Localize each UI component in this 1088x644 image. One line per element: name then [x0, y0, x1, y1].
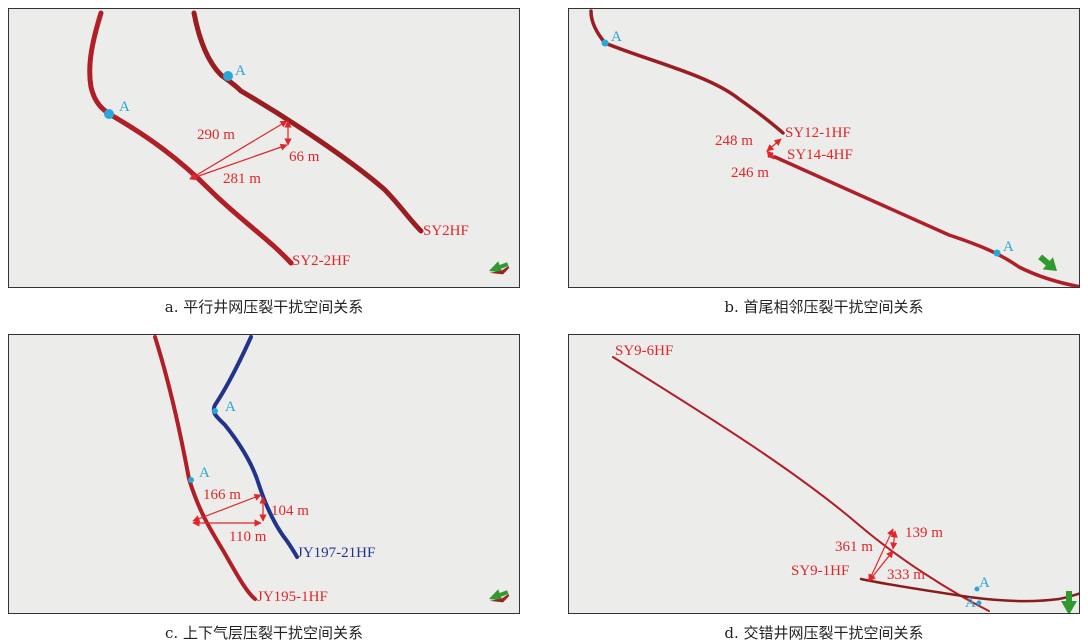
- label-well-jy195-1hf: JY195-1HF: [257, 589, 328, 605]
- marker-a-right: [223, 71, 233, 81]
- distance-arrow-246: [766, 150, 775, 160]
- marker-a-bottom: [993, 249, 1001, 257]
- marker-a-top: [601, 39, 609, 47]
- well-trajectory-sy14-4hf: [773, 155, 1079, 287]
- label-a2: A: [1003, 239, 1014, 255]
- panel-staggered-wells: SY9-6HF 361 m 139 m SY9-1HF 333 m A A: [568, 334, 1080, 614]
- label-a1: A: [979, 575, 990, 591]
- label-a1: A: [225, 399, 236, 415]
- caption-a: a. 平行井网压裂干扰空间关系: [164, 298, 364, 316]
- marker-a-lower: [976, 600, 982, 606]
- panel-head-tail-wells: A A SY12-1HF SY14-4HF 248 m 246 m: [568, 8, 1080, 288]
- label-dist-281: 281 m: [223, 171, 261, 187]
- label-dist-66: 66 m: [289, 149, 320, 165]
- well-trajectory-sy9-6hf: [612, 356, 990, 612]
- marker-a-upper: [974, 586, 980, 592]
- distance-arrow-248: [766, 138, 782, 152]
- label-dist-104: 104 m: [271, 503, 309, 519]
- well-trajectory-sy2hf: [191, 10, 424, 234]
- marker-a-red: [188, 477, 194, 483]
- caption-b: b. 首尾相邻压裂干扰空间关系: [724, 298, 924, 316]
- caption-c: c. 上下气层压裂干扰空间关系: [165, 624, 363, 642]
- orientation-arrow-icon: [489, 261, 510, 275]
- label-a2: A: [965, 595, 976, 611]
- distance-arrow-139: [890, 530, 898, 550]
- label-well-sy12-1hf: SY12-1HF: [785, 125, 851, 141]
- panel-upper-lower-layers: A A 166 m 104 m 110 m JY197-21HF JY195-1…: [8, 334, 520, 614]
- label-dist-246: 246 m: [731, 165, 769, 181]
- label-well-sy2hf: SY2HF: [423, 223, 469, 239]
- orientation-arrow-icon: [489, 589, 510, 603]
- label-dist-248: 248 m: [715, 133, 753, 149]
- label-dist-110: 110 m: [229, 529, 267, 545]
- label-a1: A: [611, 29, 622, 45]
- distance-arrow-281: [189, 143, 288, 181]
- marker-a-left: [104, 109, 114, 119]
- label-well-sy14-4hf: SY14-4HF: [787, 147, 853, 163]
- label-a2: A: [199, 465, 210, 481]
- distance-arrow-166: [192, 493, 262, 523]
- label-dist-361: 361 m: [835, 539, 873, 555]
- label-dist-290: 290 m: [197, 127, 235, 143]
- well-trajectory-sy12-1hf: [589, 9, 785, 135]
- label-well-sy2-2hf: SY2-2HF: [292, 253, 350, 269]
- panel-parallel-wells: A A 290 m 66 m 281 m SY2HF SY2-2HF: [8, 8, 520, 288]
- well-trajectory-jy197-21hf: [211, 335, 299, 559]
- label-a1: A: [119, 99, 130, 115]
- caption-d: d. 交错井网压裂干扰空间关系: [724, 624, 924, 642]
- label-dist-166: 166 m: [203, 487, 241, 503]
- label-dist-333: 333 m: [887, 567, 925, 583]
- label-dist-139: 139 m: [905, 525, 943, 541]
- label-well-sy9-1hf: SY9-1HF: [791, 563, 849, 579]
- marker-a-blue: [212, 408, 218, 414]
- distance-arrow-333: [868, 550, 894, 582]
- orientation-arrow-icon: [1061, 591, 1077, 613]
- well-trajectory-sy2-2hf: [87, 10, 294, 266]
- orientation-arrow-icon: [1038, 254, 1057, 271]
- label-well-jy197-21hf: JY197-21HF: [297, 545, 375, 561]
- label-a2: A: [235, 63, 246, 79]
- label-well-sy9-6hf: SY9-6HF: [615, 343, 673, 359]
